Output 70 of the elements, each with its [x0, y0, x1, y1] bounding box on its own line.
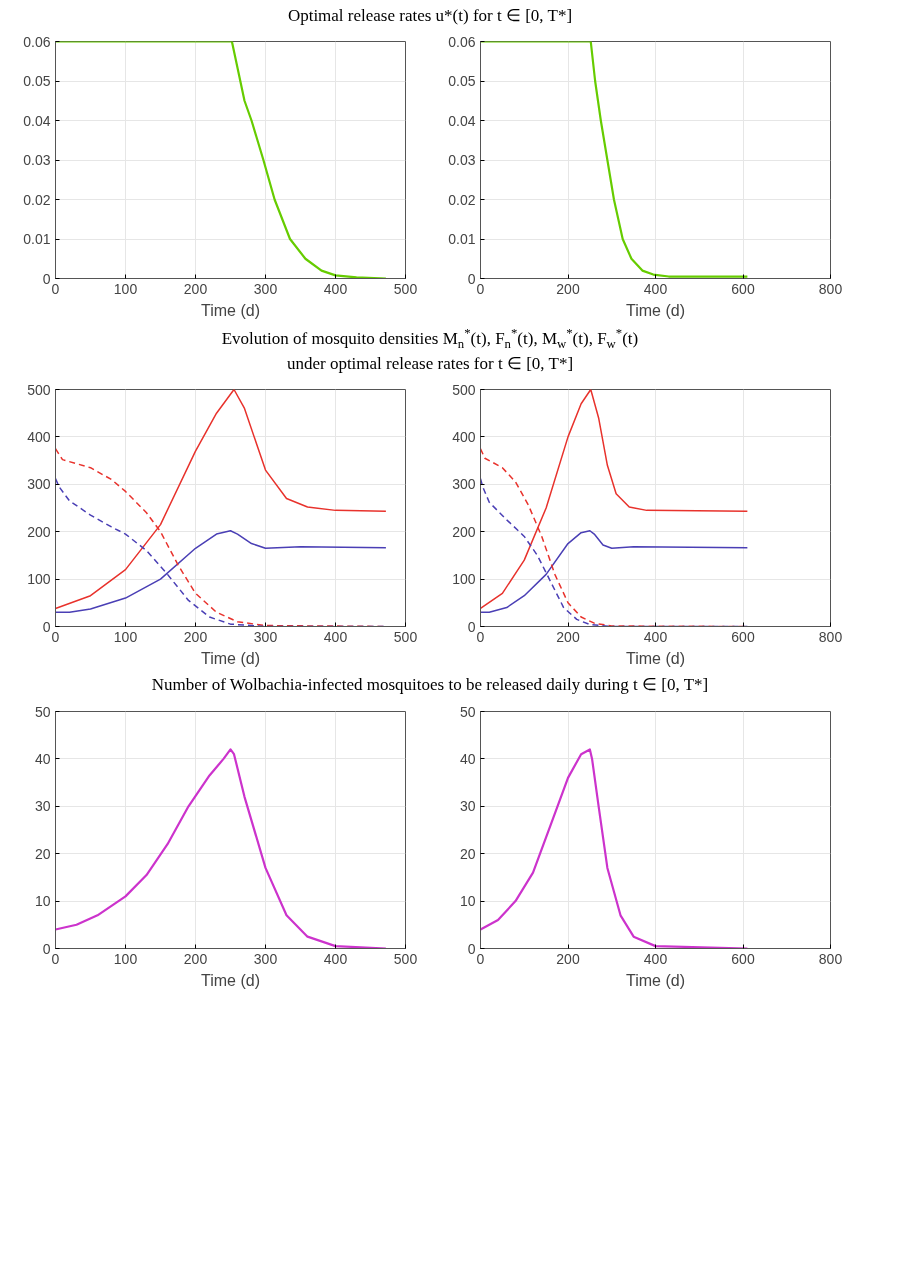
line-series: [480, 748, 749, 949]
x-tick-label: 500: [393, 950, 418, 967]
y-tick-label: 40: [459, 750, 476, 767]
x-tick-label: 400: [323, 628, 348, 645]
x-tick-label: 200: [183, 280, 208, 297]
y-tick-label: 30: [34, 798, 51, 815]
x-axis-title: Time (d): [201, 301, 260, 319]
x-tick-label: 400: [323, 280, 348, 297]
y-tick-label: 0.02: [23, 191, 51, 208]
chart-title: Evolution of mosquito densities M$_{n}$$^{*}$(t), F$_{n}$$^{*}$(t), M$_{w}$$^{*}$(t), F$_{w}$$^{*}$(t) under optimal release rates for t ∈ [0, T*]: [221, 326, 639, 374]
x-tick-label: 800: [818, 280, 843, 297]
y-tick-label: 100: [27, 571, 51, 588]
x-tick-label: 200: [183, 628, 208, 645]
y-tick-label: 10: [34, 892, 51, 909]
y-tick-label: 100: [452, 571, 476, 588]
y-tick-label: 0.04: [23, 112, 51, 129]
y-tick-label: 50: [34, 703, 51, 720]
y-tick-label: 400: [27, 429, 51, 446]
y-tick-label: 10: [459, 892, 476, 909]
y-tick-label: 500: [27, 381, 51, 398]
y-tick-label: 200: [27, 524, 51, 541]
x-tick-label: 400: [323, 950, 348, 967]
x-tick-label: 800: [818, 950, 843, 967]
x-axis-title: Time (d): [201, 971, 260, 989]
x-tick-label: 200: [556, 280, 580, 297]
x-tick-label: 500: [393, 280, 418, 297]
y-tick-label: 0.02: [448, 191, 476, 208]
y-tick-label: 300: [27, 476, 51, 493]
y-tick-label: 0.05: [23, 73, 51, 90]
x-tick-label: 600: [731, 950, 755, 967]
x-tick-label: 600: [731, 628, 755, 645]
x-tick-label: 300: [253, 628, 278, 645]
y-tick-label: 0.03: [23, 152, 51, 169]
x-axis-title: Time (d): [201, 649, 260, 667]
x-tick-label: 200: [556, 628, 580, 645]
x-tick-label: 400: [643, 950, 668, 967]
x-axis-title: Time (d): [626, 971, 685, 989]
y-tick-label: 20: [459, 845, 476, 862]
x-tick-label: 400: [643, 280, 668, 297]
y-tick-label: 500: [452, 381, 476, 398]
y-tick-label: 0.01: [23, 231, 51, 248]
x-tick-label: 800: [818, 628, 843, 645]
y-tick-label: 30: [459, 798, 476, 815]
x-tick-label: 300: [253, 280, 278, 297]
y-tick-label: 200: [452, 524, 476, 541]
chart-title: Number of Wolbachia-infected mosquitoes to be released daily during t ∈ [0, T*]: [150, 674, 710, 696]
x-tick-label: 400: [643, 628, 668, 645]
y-tick-label: 400: [452, 429, 476, 446]
y-tick-label: 0.06: [448, 33, 476, 50]
y-tick-label: 0.01: [448, 231, 476, 248]
x-tick-label: 600: [731, 280, 755, 297]
x-tick-label: 500: [393, 628, 418, 645]
x-tick-label: 200: [183, 950, 208, 967]
y-tick-label: 300: [452, 476, 476, 493]
y-tick-label: 0.05: [448, 73, 476, 90]
y-tick-label: 20: [34, 845, 51, 862]
y-tick-label: 0.04: [448, 112, 476, 129]
x-tick-label: 200: [556, 950, 580, 967]
line-series: [55, 748, 387, 949]
x-tick-label: 100: [113, 950, 138, 967]
y-tick-label: 0.03: [448, 152, 476, 169]
x-tick-label: 300: [253, 950, 278, 967]
y-tick-label: 40: [34, 750, 51, 767]
x-tick-label: 100: [113, 280, 138, 297]
x-tick-label: 100: [113, 628, 138, 645]
chart-title: Optimal release rates u*(t) for t ∈ [0, T*]: [286, 5, 574, 27]
y-tick-label: 0.06: [23, 33, 51, 50]
x-axis-title: Time (d): [626, 649, 685, 667]
y-tick-label: 50: [459, 703, 476, 720]
x-axis-title: Time (d): [626, 301, 685, 319]
